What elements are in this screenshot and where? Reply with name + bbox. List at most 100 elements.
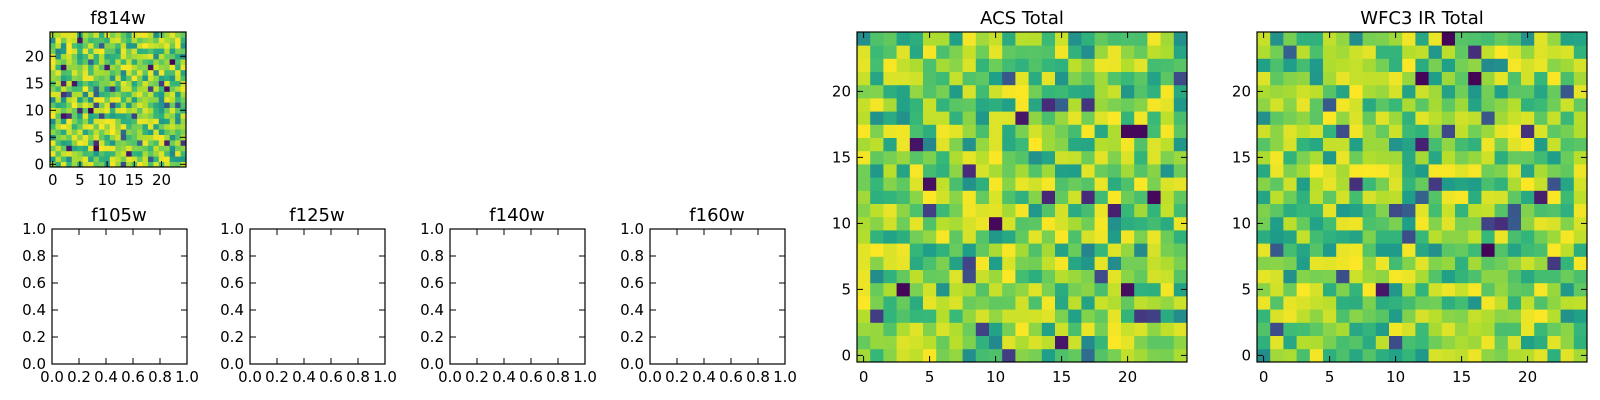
heatmap-cell — [71, 48, 78, 54]
heatmap-cell — [1015, 124, 1029, 138]
heatmap-cell — [1173, 124, 1188, 138]
heatmap-cell — [115, 75, 122, 81]
heatmap-cell — [1573, 45, 1588, 59]
heatmap-cell — [1257, 124, 1271, 138]
heatmap-cell — [77, 42, 84, 49]
heatmap-cell — [88, 80, 94, 87]
heatmap-cell — [66, 134, 73, 141]
heatmap-cell — [989, 32, 1003, 46]
heatmap-cell — [1041, 45, 1056, 59]
heatmap-cell — [1402, 282, 1416, 297]
heatmap-cell — [1389, 309, 1403, 323]
heatmap-cell — [93, 37, 100, 44]
heatmap-cell — [989, 322, 1003, 336]
heatmap-cell — [949, 335, 963, 350]
heatmap-cell — [1121, 32, 1135, 46]
heatmap-cell — [1081, 282, 1095, 297]
heatmap-cell — [88, 59, 94, 65]
heatmap-cell — [1521, 45, 1535, 59]
heatmap-cell — [1336, 282, 1350, 297]
heatmap-cell — [1028, 348, 1043, 363]
heatmap-cell — [164, 102, 171, 108]
heatmap-cell — [66, 42, 73, 49]
heatmap-cell — [1534, 322, 1548, 336]
heatmap-cell — [1270, 84, 1284, 99]
heatmap-cell — [142, 53, 149, 60]
heatmap-cell — [109, 80, 116, 87]
x-tick-label: 15 — [125, 171, 144, 189]
heatmap-cell — [1494, 71, 1509, 86]
heatmap-cell — [147, 96, 154, 103]
heatmap-cell — [1270, 256, 1284, 270]
heatmap-cell — [115, 134, 122, 141]
heatmap-cell — [896, 124, 911, 138]
heatmap-cell — [98, 140, 105, 146]
heatmap-cell — [1521, 124, 1535, 138]
heatmap-cell — [1041, 282, 1056, 297]
heatmap-cell — [1415, 58, 1429, 72]
heatmap-cell — [164, 129, 171, 135]
heatmap-cell — [104, 156, 111, 162]
heatmap-cell — [1309, 164, 1324, 178]
heatmap-cell — [1094, 322, 1109, 336]
heatmap-cell — [1121, 216, 1135, 231]
heatmap-cell — [870, 243, 884, 257]
heatmap-cell — [883, 111, 897, 125]
heatmap-cell — [962, 203, 977, 218]
heatmap-cell — [1309, 282, 1324, 297]
heatmap-cell — [126, 37, 132, 44]
heatmap-cell — [870, 282, 884, 297]
heatmap-cell — [1468, 98, 1482, 112]
heatmap-cell — [104, 86, 111, 92]
heatmap-cell — [1468, 137, 1482, 152]
heatmap-cell — [1002, 335, 1016, 350]
heatmap-cell — [1028, 124, 1043, 138]
heatmap-cell — [896, 111, 911, 125]
heatmap-cell — [1094, 32, 1109, 46]
heatmap-cell — [1121, 309, 1135, 323]
heatmap-cell — [158, 53, 165, 60]
x-tick-label: 0.2 — [465, 368, 489, 386]
y-tick-label: 1.0 — [22, 220, 46, 238]
heatmap-cell — [158, 80, 165, 87]
heatmap-cell — [1375, 282, 1390, 297]
heatmap-cell — [93, 145, 100, 152]
heatmap-cell — [1375, 216, 1390, 231]
heatmap-cell — [1270, 282, 1284, 297]
heatmap-cell — [98, 32, 105, 38]
heatmap-cell — [98, 64, 105, 71]
heatmap-cell — [88, 86, 94, 92]
heatmap-cell — [1121, 296, 1135, 310]
heatmap-cell — [1015, 348, 1029, 363]
heatmap-cell — [857, 348, 871, 363]
heatmap-cell — [1309, 137, 1324, 152]
heatmap-cell — [1160, 124, 1175, 138]
heatmap-cell — [120, 80, 127, 87]
heatmap-cell — [936, 269, 950, 284]
heatmap-cell — [909, 124, 924, 138]
heatmap-cell — [1349, 58, 1363, 72]
heatmap-cell — [1296, 124, 1311, 138]
heatmap-cell — [1147, 71, 1161, 86]
heatmap-cell — [147, 86, 154, 92]
heatmap-cell — [1323, 177, 1337, 191]
heatmap-cell — [104, 42, 111, 49]
heatmap-cell — [1428, 190, 1443, 204]
heatmap-cell — [71, 37, 78, 44]
heatmap-cell — [66, 48, 73, 54]
heatmap-cell — [77, 150, 84, 157]
heatmap-cell — [88, 123, 94, 130]
heatmap-cell — [1296, 32, 1311, 46]
heatmap-cell — [1323, 84, 1337, 99]
heatmap-cell — [1441, 348, 1456, 363]
heatmap-cell — [1441, 309, 1456, 323]
heatmap-cell — [1015, 203, 1029, 218]
heatmap-cell — [1534, 309, 1548, 323]
heatmap-cell — [120, 91, 127, 98]
heatmap-cell — [975, 348, 990, 363]
heatmap-cell — [1121, 137, 1135, 152]
heatmap-cell — [1428, 348, 1443, 363]
heatmap-cell — [1323, 150, 1337, 165]
heatmap-cell — [1323, 269, 1337, 284]
